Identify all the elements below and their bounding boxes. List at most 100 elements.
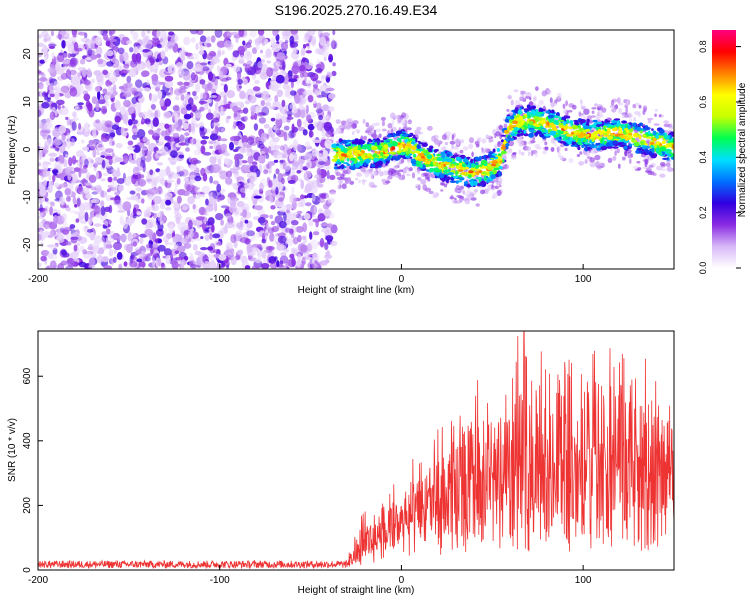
heatmap-cell (111, 141, 115, 146)
snr-series-line (38, 331, 674, 570)
heatmap-cell (481, 172, 487, 175)
heatmap-cell (562, 103, 566, 109)
heatmap-cell (81, 67, 87, 78)
heatmap-cell (621, 120, 627, 124)
heatmap-cell (607, 120, 611, 123)
heatmap-cell (157, 244, 166, 252)
heatmap-cell (108, 70, 117, 80)
heatmap-cell (88, 174, 97, 183)
heatmap-cell (186, 95, 190, 99)
heatmap-cell (328, 53, 333, 63)
heatmap-cell (211, 224, 215, 233)
heatmap-cell (375, 161, 382, 167)
heatmap-cell (228, 250, 236, 256)
heatmap-cell (300, 198, 306, 208)
heatmap-cell (371, 164, 376, 168)
heatmap-cell (209, 250, 216, 254)
heatmap-cell (270, 37, 276, 46)
heatmap-cell (363, 161, 367, 167)
heatmap-cell (63, 204, 69, 208)
heatmap-cell (550, 147, 555, 152)
heatmap-cell (90, 198, 100, 204)
heatmap-cell (277, 172, 284, 183)
heatmap-cell (217, 50, 222, 58)
heatmap-cell (143, 87, 151, 92)
heatmap-cell (326, 250, 331, 258)
y-tick-label: -10 (22, 190, 33, 205)
x-tick-label: 100 (575, 575, 592, 586)
heatmap-cell (501, 139, 504, 143)
heatmap-cell (577, 133, 585, 139)
heatmap-cell (388, 167, 395, 174)
heatmap-cell (50, 201, 55, 207)
heatmap-cell (79, 210, 86, 217)
heatmap-cell (94, 86, 101, 92)
heatmap-cell (475, 171, 480, 175)
heatmap-cell (39, 71, 44, 76)
heatmap-cell (74, 204, 78, 208)
heatmap-cell (662, 157, 669, 160)
heatmap-cell (258, 155, 265, 164)
heatmap-cell (585, 136, 589, 140)
heatmap-cell (272, 75, 277, 82)
heatmap-cell (496, 147, 500, 152)
heatmap-cell (188, 231, 194, 238)
heatmap-cell (421, 142, 428, 147)
heatmap-cell (467, 174, 473, 178)
heatmap-cell (663, 120, 669, 124)
heatmap-cell (415, 183, 421, 190)
heatmap-cell (100, 189, 105, 198)
heatmap-cell (494, 144, 498, 149)
heatmap-cell (83, 93, 91, 102)
heatmap-cell (654, 109, 658, 112)
heatmap-cell (623, 145, 628, 150)
heatmap-cell (81, 146, 90, 152)
heatmap-cell (132, 241, 138, 247)
heatmap-cell (39, 123, 48, 129)
heatmap-cell (73, 244, 78, 252)
heatmap-cell (443, 162, 450, 165)
heatmap-cell (408, 138, 415, 141)
heatmap-cell (118, 34, 126, 39)
heatmap-cell (281, 36, 290, 40)
heatmap-cell (146, 30, 151, 34)
heatmap-cell (194, 237, 201, 242)
heatmap-cell (610, 99, 615, 106)
heatmap-cell (233, 239, 238, 249)
heatmap-cell (291, 161, 300, 167)
heatmap-cell (90, 54, 98, 60)
heatmap-cell (234, 154, 240, 162)
heatmap-cell (535, 112, 541, 117)
heatmap-cell (268, 139, 278, 147)
heatmap-cell (95, 119, 101, 124)
heatmap-cell (51, 52, 55, 60)
heatmap-cell (96, 150, 100, 156)
heatmap-cell (275, 186, 279, 195)
heatmap-cell (186, 61, 194, 70)
heatmap-cell (326, 72, 333, 78)
heatmap-cell (69, 224, 76, 229)
heatmap-cell (313, 205, 317, 214)
heatmap-cell (113, 185, 122, 195)
heatmap-cell (400, 136, 406, 140)
heatmap-cell (293, 248, 299, 256)
heatmap-cell (324, 139, 333, 149)
heatmap-cell (471, 163, 476, 168)
heatmap-cell (451, 199, 456, 203)
heatmap-cell (526, 92, 531, 96)
heatmap-cell (634, 102, 640, 106)
heatmap-cell (135, 79, 143, 88)
heatmap-cell (118, 263, 123, 269)
heatmap-cell (670, 156, 674, 160)
heatmap-cell (332, 30, 336, 36)
heatmap-cell (42, 91, 47, 98)
heatmap-cell (300, 47, 306, 56)
heatmap-cell (610, 120, 618, 123)
heatmap-cell (567, 140, 572, 145)
heatmap-cell (508, 148, 513, 154)
heatmap-cell (242, 107, 249, 114)
heatmap-cell (189, 164, 197, 171)
heatmap-cell (590, 115, 596, 118)
heatmap-cell (260, 100, 266, 106)
